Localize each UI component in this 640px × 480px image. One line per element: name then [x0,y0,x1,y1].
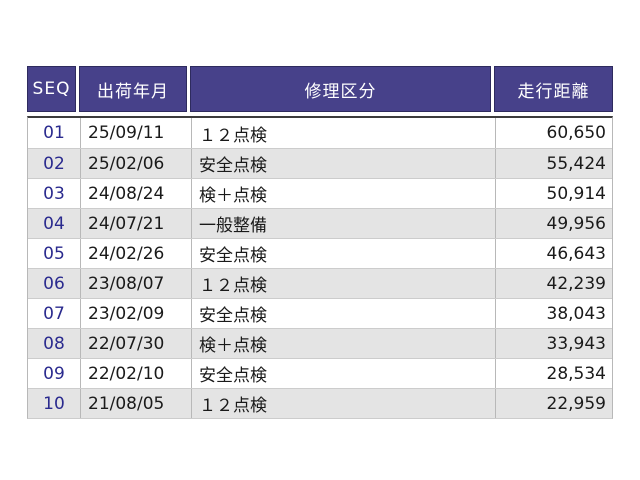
seq-cell: 07 [43,303,65,324]
table-header-row: SEQ 出荷年月 修理区分 走行距離 [27,66,613,112]
maintenance-history-table: SEQ 出荷年月 修理区分 走行距離 01 25/09/11 １２点検 60,650 0… [27,66,613,419]
table-row[interactable]: 01 25/09/11 １２点検 60,650 [28,118,612,148]
repair-category-cell: 検＋点検 [191,329,495,358]
seq-cell: 02 [43,153,65,174]
mileage-cell: 33,943 [495,329,612,358]
table-body: 01 25/09/11 １２点検 60,650 02 25/02/06 安全点検 55,424… [27,116,613,419]
ship-date-cell: 24/02/26 [80,239,191,268]
mileage-cell: 42,239 [495,269,612,298]
table-row[interactable]: 06 23/08/07 １２点検 42,239 [28,268,612,298]
column-header-ship-date: 出荷年月 [79,66,187,112]
seq-cell: 10 [43,393,65,414]
column-header-mileage: 走行距離 [494,66,613,112]
ship-date-cell: 25/09/11 [80,118,191,148]
repair-category-cell: 一般整備 [191,209,495,238]
ship-date-cell: 23/08/07 [80,269,191,298]
ship-date-cell: 25/02/06 [80,149,191,178]
repair-category-cell: 安全点検 [191,359,495,388]
table-row[interactable]: 03 24/08/24 検＋点検 50,914 [28,178,612,208]
seq-cell: 01 [43,123,65,143]
ship-date-cell: 24/07/21 [80,209,191,238]
mileage-cell: 50,914 [495,179,612,208]
table-row[interactable]: 08 22/07/30 検＋点検 33,943 [28,328,612,358]
table-row[interactable]: 09 22/02/10 安全点検 28,534 [28,358,612,388]
column-header-seq: SEQ [27,66,76,112]
mileage-cell: 46,643 [495,239,612,268]
seq-cell: 06 [43,273,65,294]
repair-category-cell: 安全点検 [191,149,495,178]
mileage-cell: 22,959 [495,389,612,418]
table-row[interactable]: 02 25/02/06 安全点検 55,424 [28,148,612,178]
table-row[interactable]: 07 23/02/09 安全点検 38,043 [28,298,612,328]
repair-category-cell: 安全点検 [191,299,495,328]
table-row[interactable]: 04 24/07/21 一般整備 49,956 [28,208,612,238]
mileage-cell: 38,043 [495,299,612,328]
repair-category-cell: １２点検 [191,389,495,418]
repair-category-cell: １２点検 [191,269,495,298]
mileage-cell: 28,534 [495,359,612,388]
seq-cell: 04 [43,213,65,234]
table-row[interactable]: 05 24/02/26 安全点検 46,643 [28,238,612,268]
ship-date-cell: 24/08/24 [80,179,191,208]
table-row[interactable]: 10 21/08/05 １２点検 22,959 [28,388,612,418]
seq-cell: 08 [43,333,65,354]
repair-category-cell: １２点検 [191,118,495,148]
repair-category-cell: 安全点検 [191,239,495,268]
mileage-cell: 55,424 [495,149,612,178]
mileage-cell: 49,956 [495,209,612,238]
seq-cell: 03 [43,183,65,204]
column-header-repair-category: 修理区分 [190,66,491,112]
repair-category-cell: 検＋点検 [191,179,495,208]
mileage-cell: 60,650 [495,118,612,148]
ship-date-cell: 22/02/10 [80,359,191,388]
ship-date-cell: 21/08/05 [80,389,191,418]
seq-cell: 05 [43,243,65,264]
ship-date-cell: 22/07/30 [80,329,191,358]
seq-cell: 09 [43,363,65,384]
ship-date-cell: 23/02/09 [80,299,191,328]
